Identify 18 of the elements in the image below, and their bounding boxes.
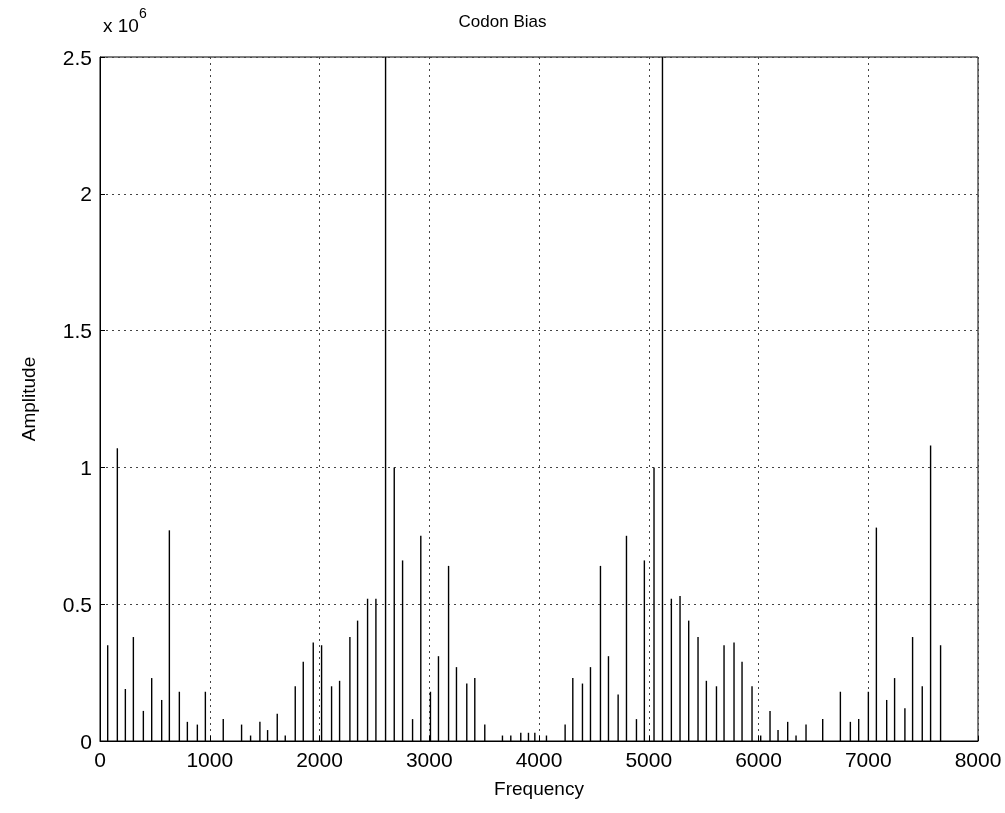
x-tick-label: 2000: [296, 748, 343, 771]
y-axis-title: Amplitude: [18, 356, 39, 442]
x-tick-label: 3000: [405, 748, 453, 771]
x-tick-label: 7000: [844, 748, 892, 771]
x-tick-label: 4000: [515, 748, 563, 771]
y-tick-label: 2: [80, 182, 92, 206]
x-tick-label: 5000: [625, 748, 673, 771]
x-tick-label: 1000: [186, 748, 234, 771]
chart-title: Codon Bias: [458, 12, 547, 31]
y-tick-label: 1.5: [62, 319, 92, 343]
x-axis-title: Frequency: [494, 778, 585, 799]
x-tick-label: 0: [94, 748, 106, 771]
y-tick-label: 1: [80, 455, 92, 479]
y-tick-label: 2.5: [62, 45, 92, 69]
y-tick-label: 0: [80, 729, 92, 753]
y-tick-label: 0.5: [62, 592, 92, 616]
x-tick-label: 6000: [735, 748, 782, 771]
x-tick-label: 8000: [954, 748, 1002, 771]
